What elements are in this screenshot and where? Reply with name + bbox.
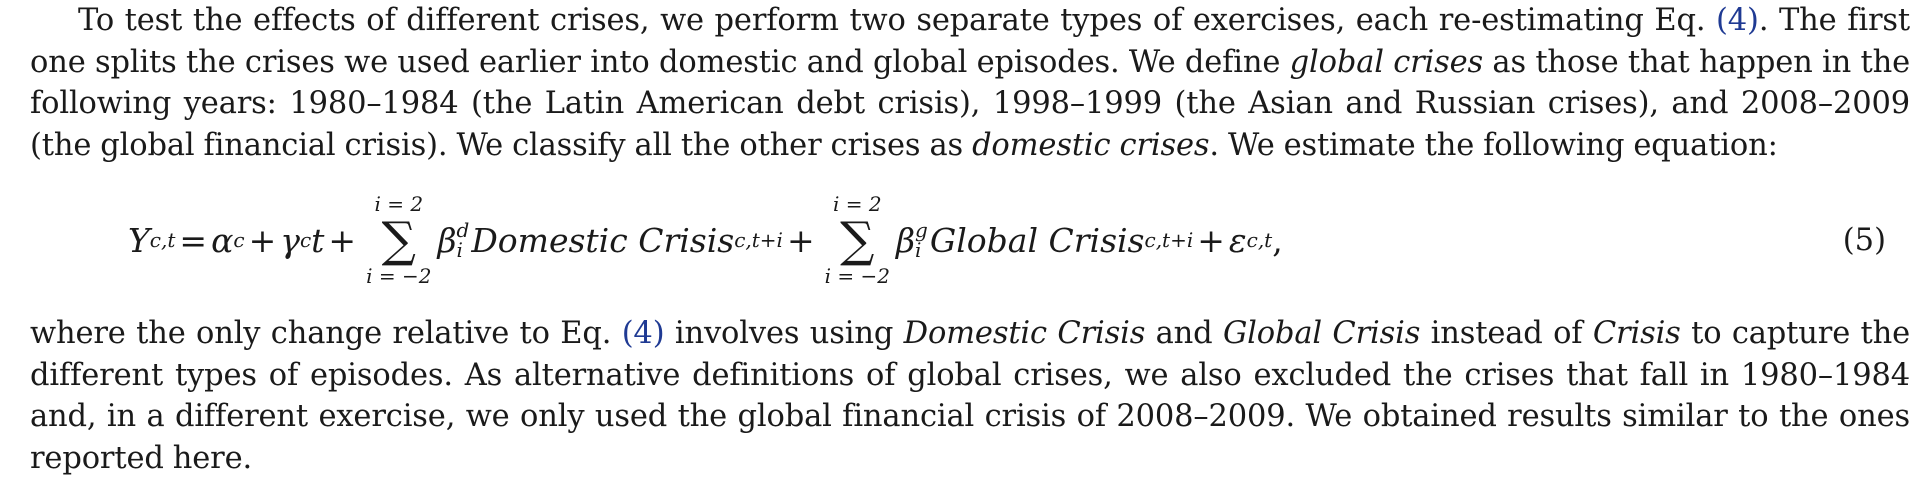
sum-upper-limit: i = 2	[374, 192, 424, 216]
sum-upper-limit: i = 2	[832, 192, 882, 216]
beta-subscript-i: i	[915, 238, 922, 262]
text-segment: as those that happen in the following ye…	[30, 44, 1910, 163]
sigma-symbol: ∑	[840, 212, 875, 268]
eq-beta: β	[437, 220, 457, 260]
eq-epsilon: ε	[1228, 220, 1247, 260]
emphasis-crisis: Crisis	[1592, 316, 1681, 351]
equation-4-reference-link[interactable]: (4)	[1716, 3, 1759, 38]
summation-domestic: i = 2 ∑ i = −2	[366, 194, 431, 286]
eq-gamma: γ	[280, 220, 300, 260]
emphasis-global-crises: global crises	[1289, 44, 1484, 80]
paragraph-intro: To test the effects of different crises,…	[30, 0, 1910, 166]
text-segment: to capture the different types of episod…	[30, 316, 1911, 476]
beta-superscript-g: g	[915, 218, 928, 242]
sum-lower-limit: i = −2	[824, 264, 890, 288]
text-segment: where the only change relative to Eq.	[30, 316, 622, 351]
eq-beta: β	[895, 220, 916, 260]
eq-alpha: α	[211, 220, 234, 260]
emphasis-domestic-crises: domestic crises	[972, 127, 1210, 163]
eq-domestic-crisis: Domestic Crisis	[471, 220, 735, 260]
eq-domestic-subscript: c,t+i	[734, 228, 783, 252]
eq-Y-subscript: c,t	[149, 228, 176, 252]
sum-lower-limit: i = −2	[366, 264, 432, 288]
beta-subscript-i: i	[456, 238, 463, 262]
eq-comma: ,	[1272, 220, 1283, 260]
text-segment: . The first one splits the crises we use…	[30, 3, 1910, 80]
eq-plus: +	[328, 220, 357, 260]
eq-epsilon-subscript: c,t	[1246, 228, 1273, 252]
eq-global-crisis: Global Crisis	[929, 220, 1145, 260]
paragraph-explanation: where the only change relative to Eq. (4…	[30, 313, 1910, 479]
equation-4-reference-link[interactable]: (4)	[621, 316, 665, 351]
text-segment: involves using	[664, 316, 904, 351]
text-segment: To test the effects of different crises,…	[78, 3, 1717, 38]
summation-global: i = 2 ∑ i = −2	[825, 194, 890, 286]
emphasis-domestic-crisis: Domestic Crisis	[903, 316, 1146, 351]
eq-t: t	[311, 220, 325, 260]
text-segment: and	[1145, 316, 1223, 351]
eq-gamma-subscript: c	[299, 228, 312, 252]
emphasis-global-crisis: Global Crisis	[1222, 316, 1421, 351]
text-segment: instead of	[1420, 316, 1593, 351]
beta-superscript-d: d	[456, 218, 470, 242]
eq-alpha-subscript: c	[233, 228, 245, 252]
eq-plus: +	[1197, 220, 1225, 260]
eq-Y: Y	[128, 220, 150, 260]
text-segment: . We estimate the following equation:	[1209, 127, 1778, 163]
eq-global-subscript: c,t+i	[1144, 228, 1194, 252]
sigma-symbol: ∑	[381, 212, 416, 268]
equation-number: (5)	[1842, 222, 1886, 258]
eq-plus: +	[786, 220, 815, 260]
eq-equals: =	[179, 220, 208, 260]
eq-plus: +	[248, 220, 277, 260]
